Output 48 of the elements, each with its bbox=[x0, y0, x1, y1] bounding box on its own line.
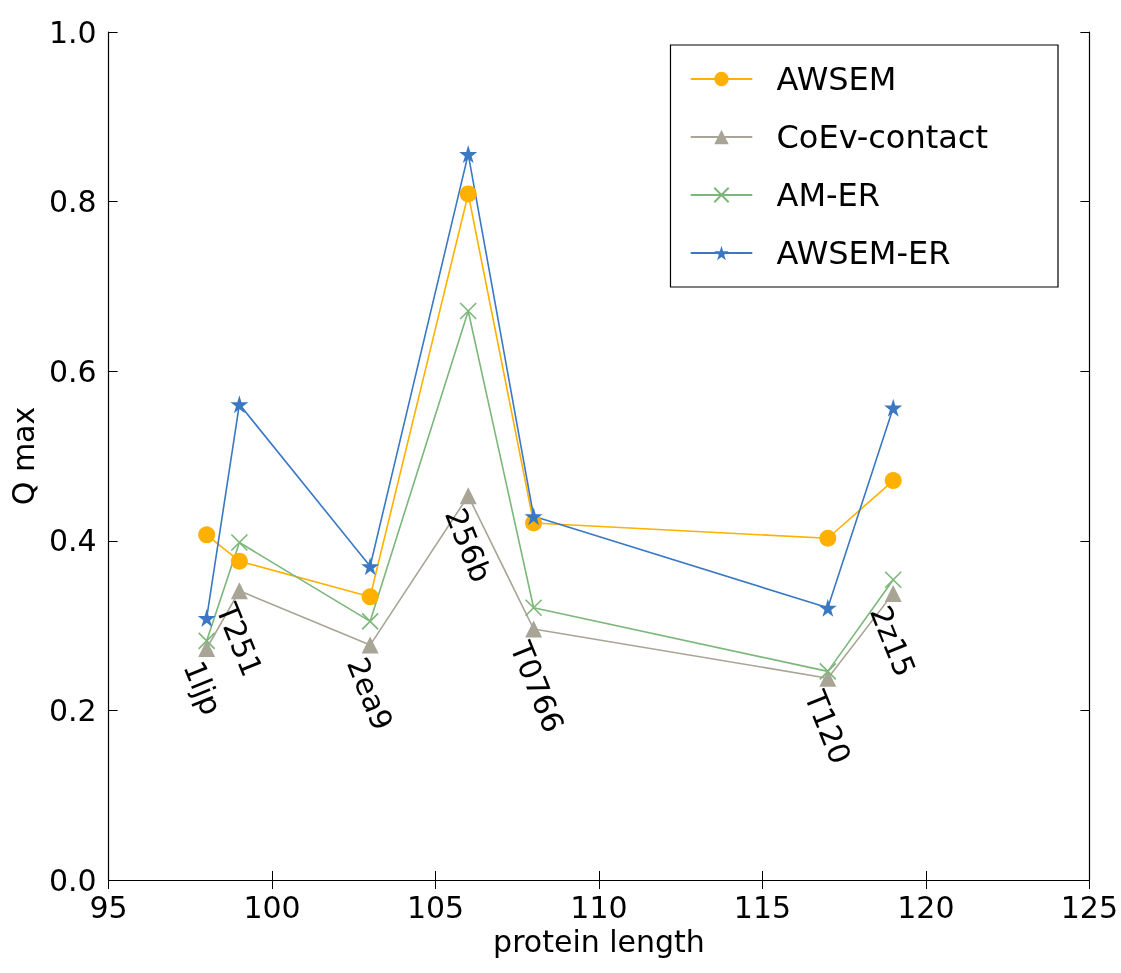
point bbox=[230, 395, 249, 414]
x-tick-label: 115 bbox=[733, 889, 792, 925]
point bbox=[198, 526, 216, 544]
point bbox=[819, 529, 837, 547]
point bbox=[884, 472, 902, 490]
x-axis-title: protein length bbox=[493, 924, 705, 960]
annotation: 2ea9 bbox=[339, 652, 401, 736]
point bbox=[524, 598, 543, 617]
x-tick-label: 120 bbox=[897, 889, 955, 925]
point bbox=[459, 302, 478, 320]
x-tick-label: 110 bbox=[570, 889, 628, 925]
point bbox=[230, 533, 249, 552]
x-tick-label: 125 bbox=[1060, 889, 1118, 925]
point bbox=[818, 598, 837, 617]
point bbox=[198, 640, 216, 657]
point bbox=[884, 584, 902, 602]
point bbox=[459, 487, 477, 505]
point bbox=[230, 582, 248, 600]
annotation: 256b bbox=[438, 503, 500, 588]
legend-label: AWSEM bbox=[776, 60, 897, 98]
x-tick-label: 100 bbox=[243, 889, 301, 925]
y-tick-label: 0.4 bbox=[48, 523, 97, 559]
point bbox=[524, 507, 543, 526]
legend-label: AWSEM-ER bbox=[776, 234, 951, 272]
point bbox=[459, 185, 477, 203]
point bbox=[197, 608, 216, 627]
point bbox=[197, 632, 216, 650]
y-axis-title: Q max bbox=[5, 406, 41, 506]
point bbox=[884, 398, 903, 417]
y-tick-label: 1.0 bbox=[48, 14, 97, 50]
point bbox=[361, 557, 380, 576]
point bbox=[230, 552, 248, 570]
point bbox=[361, 612, 379, 631]
point bbox=[459, 145, 478, 164]
annotation: 2z15 bbox=[862, 600, 923, 682]
y-tick-label: 0.6 bbox=[48, 353, 97, 389]
legend-label: CoEv-contact bbox=[776, 118, 988, 156]
y-tick-label: 0.8 bbox=[48, 184, 97, 220]
point bbox=[525, 620, 543, 638]
point bbox=[819, 662, 837, 681]
point bbox=[361, 588, 379, 606]
point bbox=[884, 571, 903, 589]
annotation: T120 bbox=[797, 684, 859, 769]
x-tick-label: 105 bbox=[406, 889, 465, 925]
point bbox=[361, 636, 379, 654]
y-tick-label: 0.2 bbox=[48, 692, 97, 728]
legend-label: AM-ER bbox=[776, 176, 880, 214]
annotation: 1ljp bbox=[176, 655, 230, 720]
